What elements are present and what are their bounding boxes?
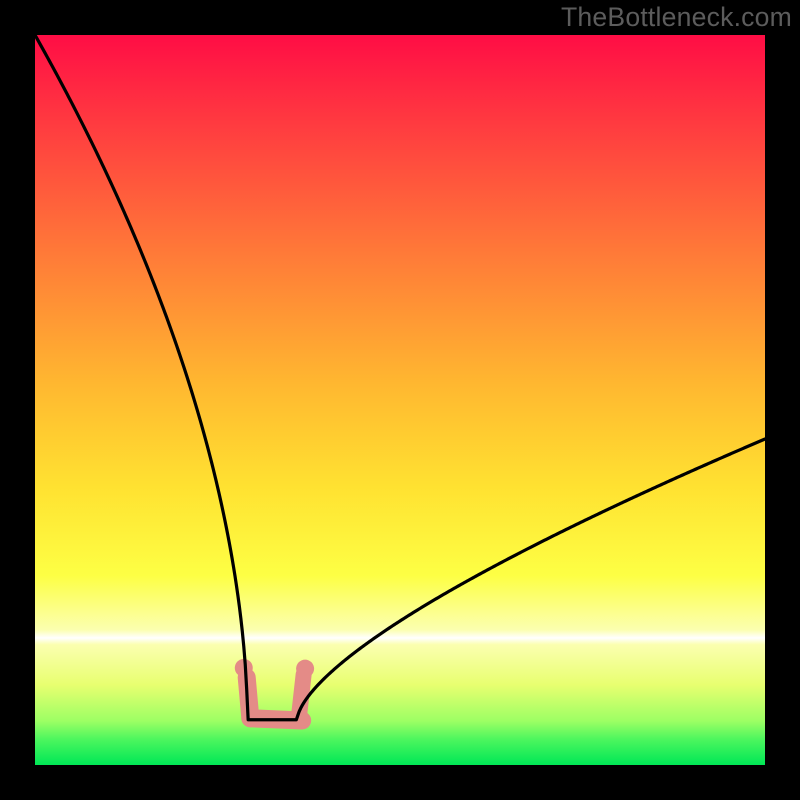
bottleneck-chart [0, 0, 800, 800]
chart-frame: TheBottleneck.com [0, 0, 800, 800]
watermark-text: TheBottleneck.com [561, 2, 792, 33]
plot-background [35, 35, 765, 765]
